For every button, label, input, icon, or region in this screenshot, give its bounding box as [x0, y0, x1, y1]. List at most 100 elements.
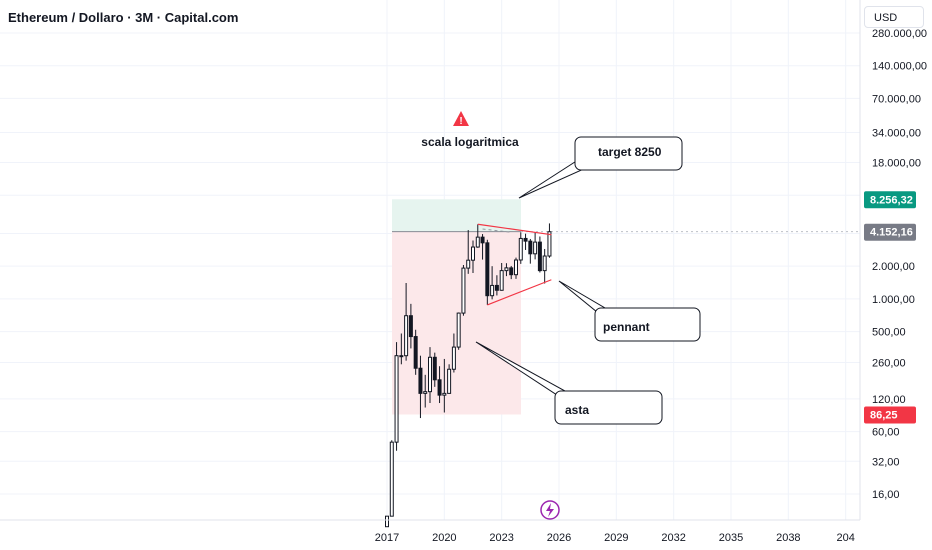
x-axis: 2017 2020 2023 2026 2029 2032 2035 2038 204 — [0, 519, 860, 544]
candle — [523, 233, 528, 250]
x-tick-label: 2020 — [432, 532, 456, 544]
callout-target-8250[interactable]: target 8250 — [518, 136, 683, 199]
callout-box — [574, 136, 683, 171]
warning-icon — [453, 111, 469, 126]
y-tick-label: 18.000,00 — [872, 157, 921, 169]
candle-body — [518, 237, 523, 261]
warning-note[interactable]: ! scala logaritmica — [421, 111, 519, 149]
price-badge-label: 4.152,16 — [870, 227, 913, 239]
candle-body — [485, 242, 490, 297]
currency-selector[interactable]: USD — [864, 6, 924, 28]
candle — [432, 352, 437, 387]
candle-body — [480, 236, 485, 244]
candle — [404, 283, 409, 361]
candle-body — [461, 267, 466, 314]
candle-body — [542, 255, 547, 272]
candle — [423, 374, 428, 408]
candle — [485, 239, 490, 305]
candle-body — [537, 241, 542, 272]
price-badge-label: 86,25 — [870, 410, 898, 422]
candle-body — [475, 236, 480, 248]
y-tick-label: 120,00 — [872, 394, 906, 406]
candle — [533, 232, 538, 260]
price-badge-bg — [864, 191, 916, 209]
lightning-icon[interactable] — [540, 500, 560, 520]
candle — [509, 265, 514, 280]
candle — [499, 262, 504, 291]
candle — [394, 342, 399, 451]
pennant-lower-line — [487, 279, 552, 306]
candle — [528, 238, 533, 264]
candle-body — [528, 240, 533, 255]
candle-body — [418, 367, 423, 394]
candle — [480, 234, 485, 260]
candle — [537, 236, 542, 273]
candle — [514, 257, 518, 279]
y-tick-label: 2.000,00 — [872, 261, 915, 273]
price-badge-label: 8.256,32 — [870, 194, 913, 206]
y-tick-label: 500,00 — [872, 327, 906, 339]
stop-zone — [392, 231, 521, 415]
target-zone — [392, 199, 521, 232]
candle — [518, 232, 523, 264]
candle-body — [423, 391, 428, 394]
candle-body — [399, 355, 404, 358]
candle — [547, 223, 552, 258]
x-tick-label: 2032 — [661, 532, 685, 544]
candle-body — [466, 259, 471, 269]
candle-body — [504, 267, 509, 272]
price-badges: 8.256,32 4.152,16 86,25 — [864, 191, 916, 424]
callout-asta[interactable]: asta — [475, 341, 663, 425]
candle — [490, 266, 495, 300]
y-tick-label: 32,00 — [872, 456, 900, 468]
candle — [456, 312, 461, 350]
y-tick-label: 34.000,00 — [872, 127, 921, 139]
candle-body — [447, 368, 452, 394]
y-axis: 16,00 32,00 60,00 120,00 260,00 500,00 1.000,0… — [859, 0, 927, 520]
warning-label-text: scala logaritmica — [421, 135, 519, 149]
callout-pennant[interactable]: pennant — [558, 280, 701, 342]
candle-body — [471, 246, 475, 261]
callouts: target 8250 pennant asta ! scala logaritmica — [421, 111, 701, 425]
x-tick-label: 2038 — [776, 532, 800, 544]
candle-body — [404, 315, 409, 357]
x-tick-label: 204 — [836, 532, 854, 544]
icons — [540, 500, 560, 520]
y-tick-label: 60,00 — [872, 427, 900, 439]
y-tick-label: 16,00 — [872, 489, 900, 501]
candle-body — [413, 336, 418, 369]
y-tick-label: 260,00 — [872, 357, 906, 369]
lightning-icon-bolt — [546, 503, 554, 517]
y-tick-label: 140.000,00 — [872, 61, 927, 73]
candle-body — [499, 270, 504, 291]
position-zones — [392, 199, 860, 415]
price-badge: 4.152,16 — [864, 223, 916, 241]
price-badge: 8.256,32 — [864, 191, 916, 209]
y-tick-label: 280.000,00 — [872, 28, 927, 40]
callout-pointer — [558, 280, 607, 313]
pennant-upper-line — [477, 223, 552, 236]
candle-body — [408, 315, 413, 338]
callout-box — [554, 390, 663, 425]
candle-body — [451, 346, 456, 370]
candle — [442, 358, 447, 413]
x-tick-label: 2035 — [719, 532, 743, 544]
price-badge: 86,25 — [864, 406, 916, 424]
candle-body — [428, 356, 432, 393]
candle — [428, 347, 432, 404]
candle-body — [432, 356, 437, 381]
candle — [451, 333, 456, 373]
candles — [385, 223, 552, 528]
y-tick-label: 70.000,00 — [872, 93, 921, 105]
pennant-lines — [477, 223, 552, 306]
x-tick-label: 2026 — [547, 532, 571, 544]
candle-body — [437, 379, 442, 396]
candle — [399, 333, 404, 365]
candle-body — [533, 241, 538, 255]
x-tick-label: 2017 — [375, 532, 399, 544]
callout-text: pennant — [603, 320, 650, 334]
y-tick-label: 1.000,00 — [872, 294, 915, 306]
candle-body — [547, 231, 552, 257]
candle-body — [523, 237, 528, 242]
